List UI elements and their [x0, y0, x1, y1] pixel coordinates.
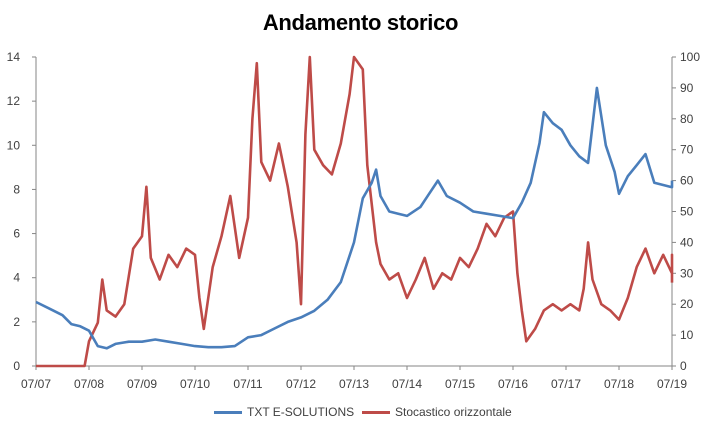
- x-tick-label: 07/15: [445, 377, 475, 391]
- right-axis-ticks: 0 10 20 30 40 50 60 70 80 90 100: [672, 50, 700, 373]
- right-tick-label: 70: [680, 143, 694, 157]
- x-tick-label: 07/12: [286, 377, 316, 391]
- right-tick-label: 90: [680, 81, 694, 95]
- legend-label-stocastico: Stocastico orizzontale: [395, 405, 512, 419]
- x-tick-label: 07/09: [127, 377, 157, 391]
- x-tick-label: 07/17: [551, 377, 581, 391]
- x-tick-label: 07/16: [498, 377, 528, 391]
- x-tick-label: 07/08: [74, 377, 104, 391]
- x-tick-label: 07/19: [657, 377, 687, 391]
- right-tick-label: 50: [680, 205, 694, 219]
- x-tick-label: 07/10: [180, 377, 210, 391]
- x-tick-label: 07/07: [21, 377, 51, 391]
- legend-label-txt: TXT E-SOLUTIONS: [247, 405, 355, 419]
- x-tick-label: 07/11: [233, 377, 262, 391]
- left-tick-label: 8: [13, 182, 20, 196]
- left-tick-label: 2: [13, 315, 20, 329]
- chart-legend: TXT E-SOLUTIONS Stocastico orizzontale: [0, 404, 721, 420]
- chart-axes: [35, 57, 673, 367]
- left-tick-label: 12: [7, 94, 21, 108]
- left-tick-label: 14: [7, 50, 21, 64]
- left-tick-label: 10: [7, 138, 21, 152]
- series-line-stocastico: [36, 55, 674, 368]
- x-axis-ticks: 07/07 07/08 07/09 07/10 07/11 07/12 07/13 07/14…: [21, 366, 687, 391]
- left-axis-ticks: 0 2 4 6 8 10 12 14: [7, 50, 36, 373]
- right-tick-label: 10: [680, 328, 694, 342]
- chart-series: [35, 55, 674, 368]
- left-tick-label: 6: [13, 227, 20, 241]
- x-tick-label: 07/13: [339, 377, 369, 391]
- right-tick-label: 100: [680, 50, 700, 64]
- right-tick-label: 80: [680, 112, 694, 126]
- right-tick-label: 60: [680, 174, 694, 188]
- legend-swatch-stocastico: [362, 410, 390, 414]
- right-tick-label: 40: [680, 235, 694, 249]
- legend-swatch-txt: [214, 410, 242, 414]
- left-tick-label: 0: [13, 359, 20, 373]
- legend-item-txt: TXT E-SOLUTIONS: [214, 404, 354, 420]
- right-tick-label: 0: [680, 359, 687, 373]
- x-tick-label: 07/18: [604, 377, 634, 391]
- series-line-txt: [35, 86, 674, 350]
- left-tick-label: 4: [13, 271, 20, 285]
- chart-title: Andamento storico: [262, 10, 459, 35]
- right-tick-label: 20: [680, 297, 694, 311]
- legend-item-stocastico: Stocastico orizzontale: [362, 404, 512, 420]
- x-tick-label: 07/14: [392, 377, 422, 391]
- right-tick-label: 30: [680, 266, 694, 280]
